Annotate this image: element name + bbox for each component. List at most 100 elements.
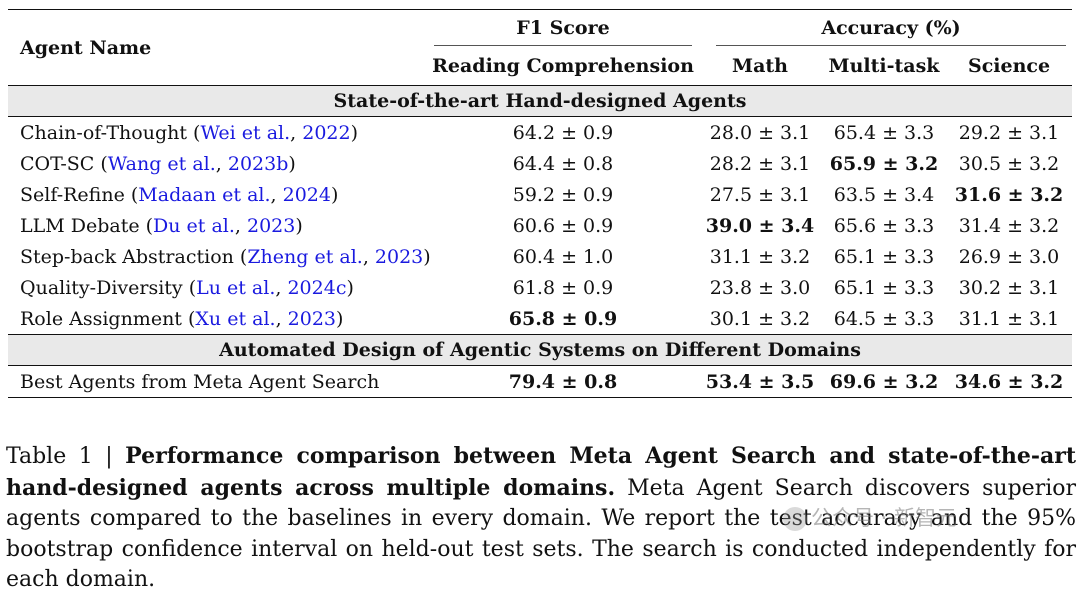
cell-math: 28.2 ± 3.1 [709, 152, 811, 175]
agent-name-cell: COT-SC (Wang et al., 2023b) [8, 148, 428, 179]
agent-name: Self-Refine ( [20, 183, 139, 206]
agent-name: LLM Debate ( [20, 214, 154, 237]
table-row: Step-back Abstraction (Zheng et al., 202… [8, 241, 1072, 272]
cell-science: 31.6 ± 3.2 [954, 183, 1064, 206]
table-body-hand-designed: Chain-of-Thought (Wei et al., 2022) 64.2 … [8, 117, 1072, 335]
citation-authors[interactable]: Zheng et al. [247, 245, 363, 268]
table-row: LLM Debate (Du et al., 2023) 60.6 ± 0.9 39… [8, 210, 1072, 241]
header-reading-comprehension: Reading Comprehension [428, 47, 698, 86]
header-math: Math [698, 47, 822, 86]
agent-name: Chain-of-Thought ( [20, 121, 201, 144]
table-caption: Table 1 | Performance comparison between… [6, 441, 1076, 596]
cell-science: 31.1 ± 3.1 [958, 307, 1060, 330]
cell-reading: 64.4 ± 0.8 [512, 152, 614, 175]
header-multitask: Multi-task [822, 47, 946, 86]
agent-name: Role Assignment ( [20, 307, 196, 330]
agent-name-cell: Chain-of-Thought (Wei et al., 2022) [8, 117, 428, 149]
citation-authors[interactable]: Wei et al. [200, 121, 291, 144]
agent-name: COT-SC ( [20, 152, 108, 175]
citation-sep: , [275, 276, 288, 299]
citation-authors[interactable]: Du et al. [153, 214, 235, 237]
citation-close: ) [330, 183, 339, 206]
cell-science: 29.2 ± 3.1 [958, 121, 1060, 144]
cell-multitask: 65.1 ± 3.3 [833, 276, 935, 299]
citation-authors[interactable]: Xu et al. [195, 307, 276, 330]
best-multitask: 69.6 ± 3.2 [822, 365, 946, 398]
cell-science: 30.2 ± 3.1 [958, 276, 1060, 299]
cell-math: 27.5 ± 3.1 [709, 183, 811, 206]
cell-multitask: 65.9 ± 3.2 [829, 152, 939, 175]
cell-multitask: 65.6 ± 3.3 [833, 214, 935, 237]
caption-body: Meta Agent Search discovers superior age… [6, 475, 1077, 593]
results-table-wrapper: Agent Name F1 Score Accuracy (%) Reading… [8, 9, 1073, 398]
cell-reading: 61.8 ± 0.9 [512, 276, 614, 299]
cell-math: 30.1 ± 3.2 [709, 307, 811, 330]
header-science: Science [946, 47, 1073, 86]
cell-multitask: 65.4 ± 3.3 [833, 121, 935, 144]
wechat-icon [783, 507, 807, 531]
citation-sep: , [270, 183, 283, 206]
cell-multitask: 65.1 ± 3.3 [833, 245, 935, 268]
section-title-hand-designed: State-of-the-art Hand-designed Agents [8, 85, 1073, 117]
cell-reading: 65.8 ± 0.9 [508, 307, 618, 330]
cell-math: 28.0 ± 3.1 [709, 121, 811, 144]
header-f1-group: F1 Score [428, 9, 698, 47]
citation-authors[interactable]: Lu et al. [196, 276, 276, 299]
agent-name-cell: Step-back Abstraction (Zheng et al., 202… [8, 241, 431, 272]
table-row: Chain-of-Thought (Wei et al., 2022) 64.2 … [8, 117, 1072, 149]
citation-authors[interactable]: Madaan et al. [138, 183, 271, 206]
citation-sep: , [275, 307, 288, 330]
table-row-best-agents: Best Agents from Meta Agent Search 79.4 … [8, 365, 1073, 398]
citation-year[interactable]: 2023b [227, 152, 289, 175]
cell-science: 31.4 ± 3.2 [958, 214, 1060, 237]
citation-year[interactable]: 2024c [287, 276, 347, 299]
agent-name-cell: Role Assignment (Xu et al., 2023) [8, 303, 428, 335]
table-row: Self-Refine (Madaan et al., 2024) 59.2 ± … [8, 179, 1072, 210]
cell-science: 26.9 ± 3.0 [958, 245, 1060, 268]
citation-sep: , [362, 245, 375, 268]
watermark: 公众号 · 新智元 [783, 502, 957, 532]
cell-reading: 64.2 ± 0.9 [512, 121, 614, 144]
citation-year[interactable]: 2024 [282, 183, 331, 206]
cell-reading: 60.6 ± 0.9 [512, 214, 614, 237]
best-agent-name: Best Agents from Meta Agent Search [8, 365, 428, 398]
agent-name-cell: Quality-Diversity (Lu et al., 2024c) [8, 272, 428, 303]
cell-math: 23.8 ± 3.0 [709, 276, 811, 299]
citation-year[interactable]: 2022 [302, 121, 351, 144]
best-science: 34.6 ± 3.2 [946, 365, 1073, 398]
citation-close: ) [295, 214, 303, 237]
table-row: Quality-Diversity (Lu et al., 2024c) 61.8… [8, 272, 1072, 303]
citation-sep: , [290, 121, 303, 144]
section-title-automated-design: Automated Design of Agentic Systems on D… [8, 334, 1073, 366]
agent-name-cell: Self-Refine (Madaan et al., 2024) [8, 179, 428, 210]
caption-prefix: Table 1 | [6, 444, 126, 469]
cell-math: 39.0 ± 3.4 [705, 214, 815, 237]
cell-reading: 60.4 ± 1.0 [512, 245, 614, 268]
best-math: 53.4 ± 3.5 [698, 365, 822, 398]
best-reading: 79.4 ± 0.8 [428, 365, 698, 398]
citation-sep: , [215, 152, 228, 175]
citation-close: ) [336, 307, 344, 330]
citation-close: ) [350, 121, 359, 144]
agent-name-cell: LLM Debate (Du et al., 2023) [8, 210, 428, 241]
citation-year[interactable]: 2023 [247, 214, 296, 237]
citation-year[interactable]: 2023 [287, 307, 337, 330]
cell-math: 31.1 ± 3.2 [709, 245, 811, 268]
header-accuracy-group: Accuracy (%) [698, 9, 1073, 47]
table-row: COT-SC (Wang et al., 2023b) 64.4 ± 0.8 28.… [8, 148, 1072, 179]
results-table: Agent Name F1 Score Accuracy (%) Reading… [8, 9, 1073, 398]
cell-science: 30.5 ± 3.2 [958, 152, 1060, 175]
table-row: Role Assignment (Xu et al., 2023) 65.8 ± … [8, 303, 1072, 335]
cell-reading: 59.2 ± 0.9 [512, 183, 614, 206]
agent-name: Step-back Abstraction ( [20, 245, 248, 268]
citation-authors[interactable]: Wang et al. [107, 152, 216, 175]
watermark-text: 公众号 · 新智元 [811, 506, 958, 530]
cell-multitask: 63.5 ± 3.4 [833, 183, 935, 206]
header-agent-name: Agent Name [8, 9, 428, 86]
citation-close: ) [423, 245, 431, 268]
citation-year[interactable]: 2023 [374, 245, 424, 268]
cell-multitask: 64.5 ± 3.3 [833, 307, 935, 330]
header-f1-label: F1 Score [434, 11, 692, 46]
citation-close: ) [288, 152, 296, 175]
caption-bold-lead: Performance comparison between Meta Agen… [6, 443, 1077, 501]
